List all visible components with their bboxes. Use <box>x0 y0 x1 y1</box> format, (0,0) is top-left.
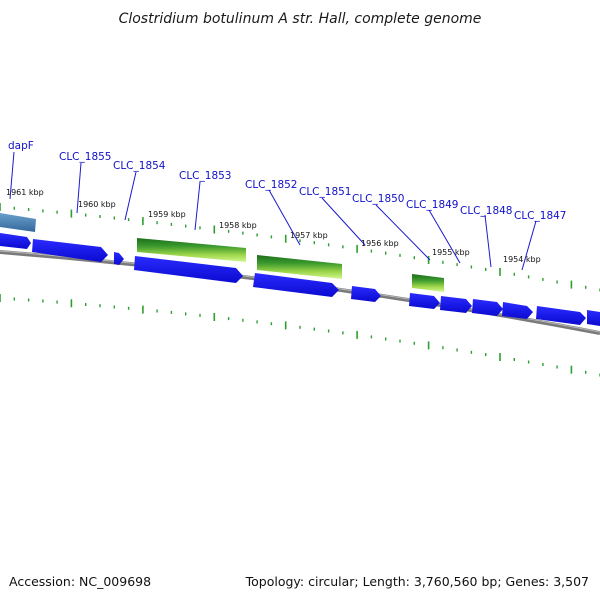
label-clc-1852[interactable]: CLC_1852 <box>245 179 298 191</box>
expression-bar-clc-1853 <box>137 238 246 262</box>
leader-clc-1848 <box>484 214 492 268</box>
kbp-scale-labels: 1961 kbp 1960 kbp 1959 kbp 1958 kbp 1957… <box>6 188 541 264</box>
gene-clc-1847[interactable] <box>502 302 533 319</box>
leader-dapf <box>9 151 15 200</box>
kbp-label: 1960 kbp <box>78 200 116 209</box>
gene-clc-1852[interactable] <box>253 273 339 297</box>
kbp-label: 1959 kbp <box>148 210 186 219</box>
gene-clc-1846[interactable] <box>536 306 586 325</box>
kbp-label: 1958 kbp <box>219 221 257 230</box>
expression-track <box>137 238 444 292</box>
leader-clc-1850 <box>375 204 431 261</box>
leader-clc-1851 <box>321 197 366 246</box>
leader-clc-1852 <box>268 189 301 246</box>
expression-bar-clc-1849 <box>412 274 444 292</box>
label-clc-1848[interactable]: CLC_1848 <box>460 205 513 217</box>
gene-clc-1853[interactable] <box>134 256 243 283</box>
outer-tick-ring <box>0 203 600 292</box>
expression-bar-clc-1852 <box>257 255 342 279</box>
label-clc-1853[interactable]: CLC_1853 <box>179 170 232 182</box>
label-clc-1851[interactable]: CLC_1851 <box>299 186 352 198</box>
kbp-label: 1954 kbp <box>503 255 541 264</box>
gene-clc-1848a[interactable] <box>440 296 472 313</box>
gene-clc-1848b[interactable] <box>472 299 503 316</box>
kbp-label: 1955 kbp <box>432 248 470 257</box>
inner-tick-ring <box>0 294 600 377</box>
gene-clc-1855[interactable] <box>32 239 108 262</box>
leader-clc-1855 <box>76 162 82 214</box>
label-dapf[interactable]: dapF <box>8 140 34 152</box>
label-clc-1854[interactable]: CLC_1854 <box>113 160 166 172</box>
map-title: Clostridium botulinum A str. Hall, compl… <box>119 11 482 27</box>
genome-summary-text: Topology: circular; Length: 3,760,560 bp… <box>245 574 589 589</box>
gene-clc-1851[interactable] <box>351 286 381 302</box>
gene-clc-1854[interactable] <box>114 252 124 265</box>
gene-dapf[interactable] <box>0 213 36 232</box>
gene-right-edge[interactable] <box>587 310 600 326</box>
leader-clc-1854 <box>124 171 137 221</box>
gene-track <box>0 213 600 326</box>
label-clc-1850[interactable]: CLC_1850 <box>352 193 405 205</box>
kbp-label: 1961 kbp <box>6 188 44 197</box>
gene-clc-1849[interactable] <box>409 293 440 309</box>
kbp-label: 1957 kbp <box>290 231 328 240</box>
label-clc-1849[interactable]: CLC_1849 <box>406 199 459 211</box>
gene-labels: dapF CLC_1855 CLC_1854 CLC_1853 CLC_1852… <box>8 140 567 222</box>
accession-text: Accession: NC_009698 <box>9 574 151 589</box>
label-leader-lines <box>9 151 537 271</box>
label-clc-1847[interactable]: CLC_1847 <box>514 210 567 222</box>
leader-clc-1849 <box>428 209 461 264</box>
gene-arrow-left-edge[interactable] <box>0 233 31 249</box>
leader-clc-1853 <box>194 181 201 231</box>
leader-clc-1847 <box>521 220 537 271</box>
kbp-label: 1956 kbp <box>361 239 399 248</box>
label-clc-1855[interactable]: CLC_1855 <box>59 151 112 163</box>
